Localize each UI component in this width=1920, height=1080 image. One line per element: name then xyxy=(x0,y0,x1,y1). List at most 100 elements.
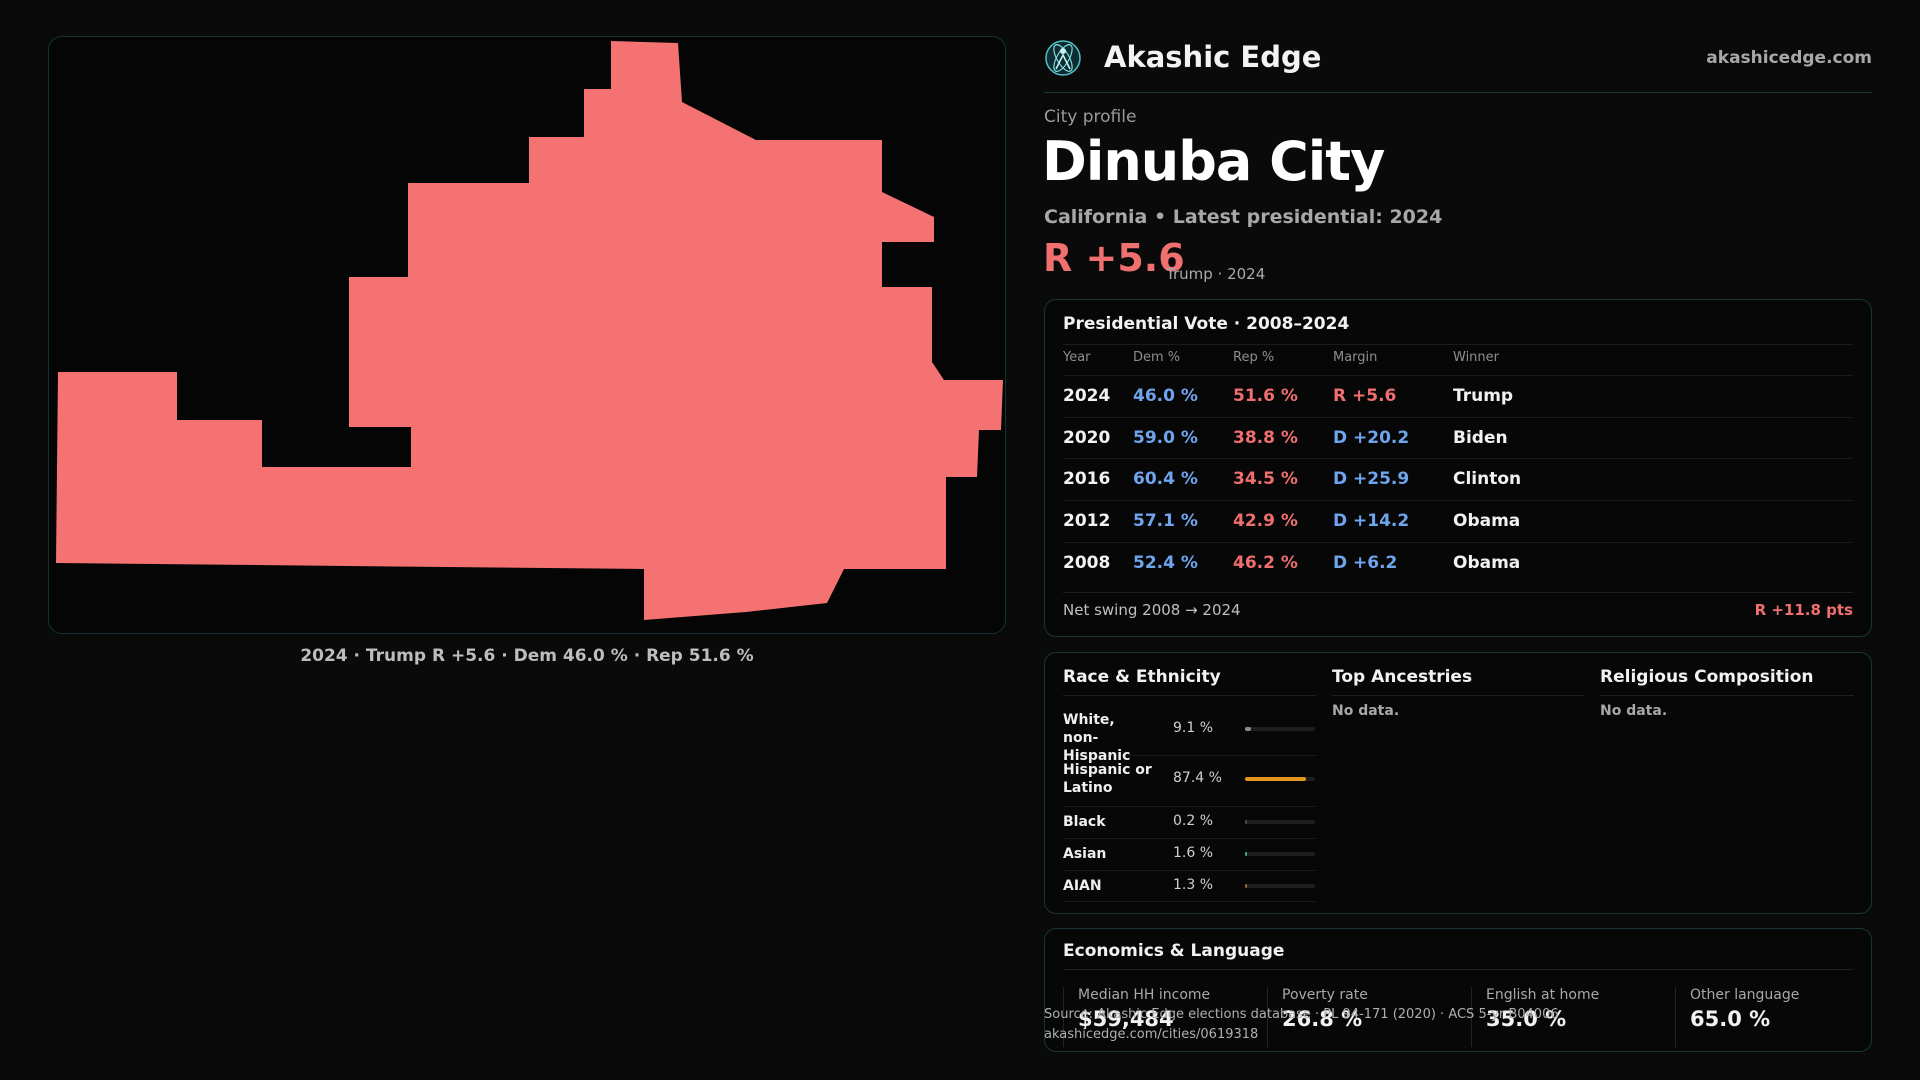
race-bar-track xyxy=(1245,727,1315,731)
map-caption: 2024 · Trump R +5.6 · Dem 46.0 % · Rep 5… xyxy=(300,646,754,666)
source-url[interactable]: akashicedge.com/cities/0619318 xyxy=(1044,1027,1259,1042)
city-boundary-map xyxy=(48,36,1006,634)
cell-year: 2016 xyxy=(1063,469,1111,489)
race-bar-fill xyxy=(1245,777,1307,781)
cell-dem: 59.0 % xyxy=(1133,428,1198,448)
cell-rep: 38.8 % xyxy=(1233,428,1298,448)
cell-margin: R +5.6 xyxy=(1333,386,1397,406)
cell-rep: 34.5 % xyxy=(1233,469,1298,489)
race-bar-track xyxy=(1245,884,1315,888)
race-pct: 87.4 % xyxy=(1173,770,1222,786)
race-label: Hispanic or Latino xyxy=(1063,762,1152,796)
race-pct: 1.3 % xyxy=(1173,877,1214,893)
race-pct: 9.1 % xyxy=(1173,720,1214,736)
city-boundary-shape xyxy=(56,41,1003,620)
race-row: Black 0.2 % xyxy=(1063,807,1316,839)
presidential-vote-card: Presidential Vote · 2008–2024 Year Dem %… xyxy=(1044,299,1872,637)
cell-year: 2024 xyxy=(1063,386,1111,406)
table-row: 2020 59.0 % 38.8 % D +20.2 Biden xyxy=(1063,417,1853,460)
race-pct: 0.2 % xyxy=(1173,813,1214,829)
cell-year: 2020 xyxy=(1063,428,1111,448)
cell-margin: D +25.9 xyxy=(1333,469,1410,489)
cell-winner: Biden xyxy=(1453,428,1508,448)
cell-rep: 42.9 % xyxy=(1233,511,1298,531)
stat-label: Median HH income xyxy=(1078,987,1211,1003)
stat-label: Poverty rate xyxy=(1282,987,1368,1003)
table-row: 2024 46.0 % 51.6 % R +5.6 Trump xyxy=(1063,375,1853,418)
cell-dem: 57.1 % xyxy=(1133,511,1198,531)
page-title: Dinuba City xyxy=(1042,130,1385,193)
city-boundary-polygon xyxy=(56,41,1003,620)
column-header-margin: Margin xyxy=(1333,350,1378,365)
cell-margin: D +20.2 xyxy=(1333,428,1410,448)
brand-name: Akashic Edge xyxy=(1104,40,1322,74)
cell-winner: Clinton xyxy=(1453,469,1522,489)
race-label: Black xyxy=(1063,814,1106,830)
race-bar-track xyxy=(1245,777,1315,781)
cell-year: 2012 xyxy=(1063,511,1111,531)
economics-language-card: Economics & Language Median HH income $5… xyxy=(1044,928,1872,1052)
source-note: Source: Akashic Edge elections database … xyxy=(1044,1005,1559,1045)
race-ethnicity-title: Race & Ethnicity xyxy=(1063,667,1221,687)
cell-winner: Obama xyxy=(1453,553,1521,573)
race-pct: 1.6 % xyxy=(1173,845,1214,861)
stat-label: English at home xyxy=(1486,987,1600,1003)
stat-value: 35.0 % xyxy=(1486,1007,1567,1031)
stat-median-income: Median HH income $59,484 xyxy=(1063,987,1254,1047)
card-title: Presidential Vote · 2008–2024 xyxy=(1063,314,1350,334)
column-header-winner: Winner xyxy=(1453,350,1500,365)
site-link[interactable]: akashicedge.com xyxy=(1706,48,1872,68)
demographics-card: Race & Ethnicity White, non-Hispanic 9.1… xyxy=(1044,652,1872,914)
stat-value: 65.0 % xyxy=(1690,1007,1771,1031)
cell-rep: 51.6 % xyxy=(1233,386,1298,406)
net-swing-value: R +11.8 pts xyxy=(1754,601,1853,619)
race-bar-track xyxy=(1245,820,1315,824)
religious-composition-title: Religious Composition xyxy=(1600,667,1814,687)
column-header-year: Year xyxy=(1063,350,1091,365)
latest-margin-note: Trump · 2024 xyxy=(1166,265,1266,283)
race-row: Hispanic or Latino 87.4 % xyxy=(1063,756,1316,807)
race-label: AIAN xyxy=(1063,878,1102,894)
table-row: 2008 52.4 % 46.2 % D +6.2 Obama xyxy=(1063,542,1853,585)
card-title: Economics & Language xyxy=(1063,941,1285,961)
net-swing-label: Net swing 2008 → 2024 xyxy=(1063,601,1241,619)
atom-globe-icon xyxy=(1045,40,1081,76)
race-bar-fill xyxy=(1245,852,1247,856)
stat-english-at-home: English at home 35.0 % xyxy=(1471,987,1662,1047)
cell-year: 2008 xyxy=(1063,553,1111,573)
column-header-dem: Dem % xyxy=(1133,350,1181,365)
religion-empty: No data. xyxy=(1600,703,1668,719)
cell-rep: 46.2 % xyxy=(1233,553,1298,573)
table-row: 2012 57.1 % 42.9 % D +14.2 Obama xyxy=(1063,500,1853,543)
stat-other-language: Other language 65.0 % xyxy=(1675,987,1866,1047)
table-row: 2016 60.4 % 34.5 % D +25.9 Clinton xyxy=(1063,458,1853,501)
ancestries-empty: No data. xyxy=(1332,703,1400,719)
race-bar-fill xyxy=(1245,727,1252,731)
race-bar-track xyxy=(1245,852,1315,856)
race-row: AIAN 1.3 % xyxy=(1063,871,1316,902)
profile-subline: California • Latest presidential: 2024 xyxy=(1044,206,1443,228)
source-line: Source: Akashic Edge elections database … xyxy=(1044,1007,1559,1022)
race-label: Asian xyxy=(1063,846,1107,862)
app-header: Akashic Edge akashicedge.com xyxy=(1044,36,1872,93)
cell-dem: 46.0 % xyxy=(1133,386,1198,406)
race-bar-fill xyxy=(1245,820,1247,824)
profile-kicker: City profile xyxy=(1044,107,1137,127)
race-row: Asian 1.6 % xyxy=(1063,839,1316,871)
cell-margin: D +6.2 xyxy=(1333,553,1398,573)
top-ancestries-title: Top Ancestries xyxy=(1332,667,1473,687)
race-row: White, non-Hispanic 9.1 % xyxy=(1063,707,1316,764)
stat-value: $59,484 xyxy=(1078,1007,1174,1031)
cell-dem: 52.4 % xyxy=(1133,553,1198,573)
cell-dem: 60.4 % xyxy=(1133,469,1198,489)
stat-value: 26.8 % xyxy=(1282,1007,1363,1031)
cell-margin: D +14.2 xyxy=(1333,511,1410,531)
race-label: White, non-Hispanic xyxy=(1063,712,1131,764)
stat-label: Other language xyxy=(1690,987,1800,1003)
cell-winner: Trump xyxy=(1453,386,1514,406)
column-header-rep: Rep % xyxy=(1233,350,1275,365)
stat-poverty-rate: Poverty rate 26.8 % xyxy=(1267,987,1458,1047)
cell-winner: Obama xyxy=(1453,511,1521,531)
latest-margin: R +5.6 xyxy=(1043,236,1185,280)
race-bar-fill xyxy=(1245,884,1247,888)
